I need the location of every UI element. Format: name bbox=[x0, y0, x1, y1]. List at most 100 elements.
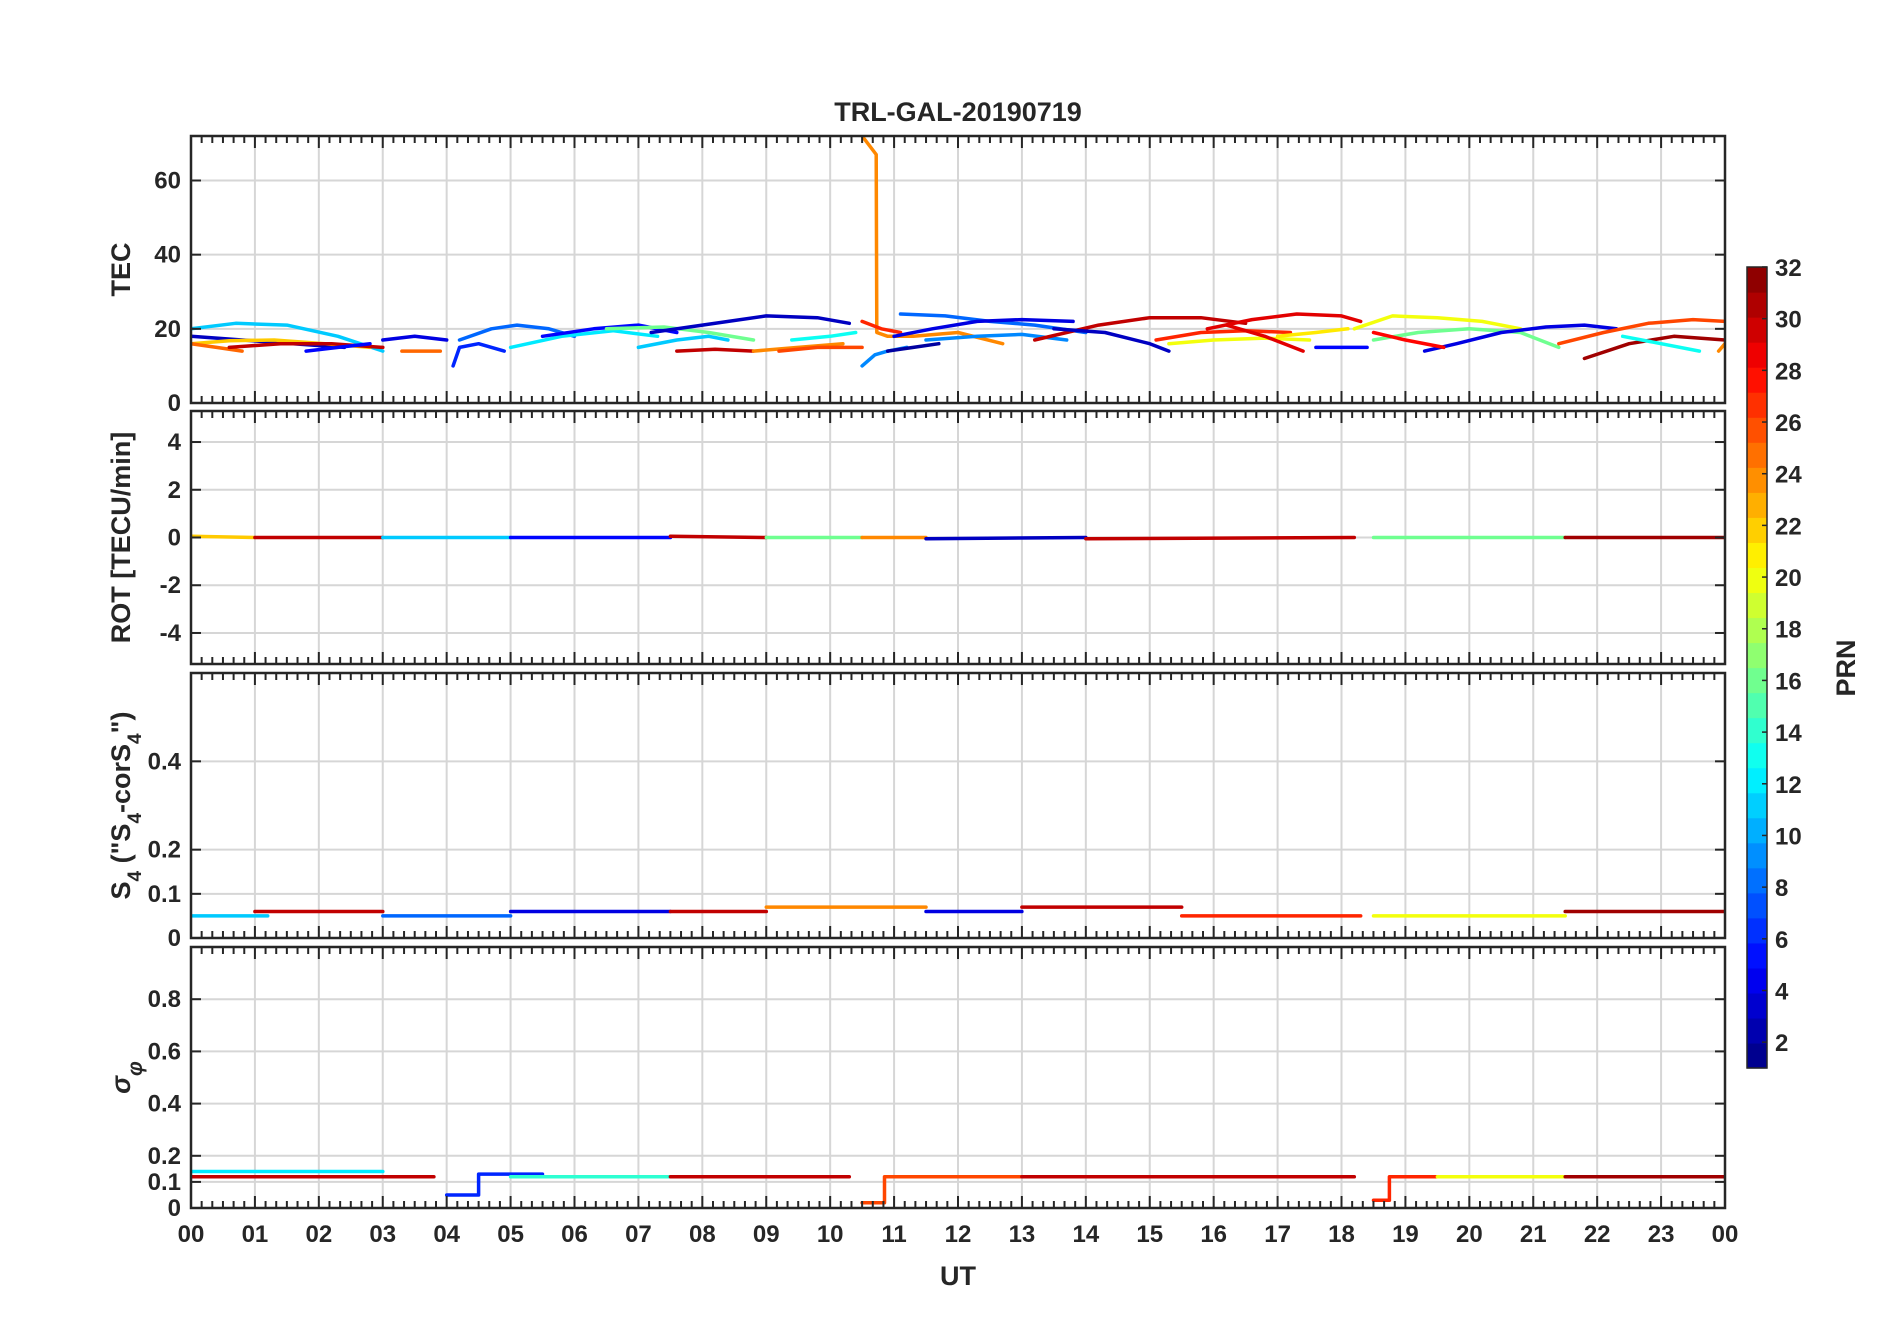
colorbar-segment bbox=[1747, 442, 1767, 468]
series-line-prn-6 bbox=[451, 341, 506, 368]
series-line-prn-27 bbox=[1371, 1174, 1440, 1202]
x-tick-label: 00 bbox=[178, 1221, 205, 1248]
y-tick-label: 60 bbox=[154, 168, 181, 195]
panel-sigma-series bbox=[191, 1169, 1725, 1205]
series-line-prn-30 bbox=[1084, 535, 1357, 541]
colorbar-segment bbox=[1747, 642, 1767, 669]
colorbar-segment bbox=[1747, 942, 1767, 969]
panel-tec: 0 20 40 60 TEC bbox=[106, 134, 1727, 417]
colorbar-segment bbox=[1747, 342, 1767, 368]
colorbar-segment bbox=[1747, 492, 1767, 518]
x-tick-label: 05 bbox=[497, 1221, 524, 1248]
colorbar-segment bbox=[1747, 592, 1767, 619]
y-tick-label: 0.6 bbox=[148, 1038, 181, 1065]
series-line-prn-5 bbox=[304, 341, 372, 353]
colorbar-segment bbox=[1747, 767, 1767, 794]
y-tick-label: -4 bbox=[160, 620, 182, 647]
colorbar-segment bbox=[1747, 392, 1767, 418]
y-tick-label: 2 bbox=[168, 477, 181, 504]
colorbar-tick-label: 18 bbox=[1775, 617, 1802, 644]
series-line-prn-12 bbox=[508, 328, 660, 350]
x-tick-label: 15 bbox=[1136, 1221, 1163, 1248]
y-axis-label-s4: S4 ("S4-corS4") bbox=[106, 712, 146, 900]
x-tick-label: 11 bbox=[881, 1221, 906, 1248]
colorbar-label: PRN bbox=[1831, 639, 1861, 696]
series-line-prn-20 bbox=[1167, 336, 1312, 346]
colorbar-tick-label: 28 bbox=[1775, 358, 1802, 385]
colorbar-segment bbox=[1747, 617, 1767, 644]
y-axis-label-tec: TEC bbox=[106, 243, 136, 297]
colorbar-tick-label: 12 bbox=[1775, 772, 1802, 799]
series-line-prn-26 bbox=[1557, 317, 1725, 346]
x-tick-label: 02 bbox=[305, 1221, 332, 1248]
series-line-prn-3 bbox=[924, 535, 1088, 541]
series-line-prn-2 bbox=[885, 341, 941, 353]
series-line-prn-4 bbox=[381, 334, 449, 342]
x-tick-label: 21 bbox=[1520, 1221, 1547, 1248]
y-tick-label: 40 bbox=[154, 242, 181, 269]
y-tick-label: 0.1 bbox=[148, 1169, 181, 1196]
colorbar-tick-label: 30 bbox=[1775, 307, 1802, 334]
colorbar-tick-label: 32 bbox=[1775, 255, 1802, 282]
series-line-prn-13 bbox=[1620, 334, 1702, 353]
panel-rot: -4 -2 0 2 4 ROT [TECU/min] bbox=[106, 409, 1727, 666]
series-line-prn-3 bbox=[649, 314, 852, 335]
x-tick-label: 19 bbox=[1392, 1221, 1419, 1248]
x-axis: 00 01 02 03 04 05 06 07 08 09 10 11 12 13 14 15 16 17 18 19… bbox=[178, 1221, 1739, 1248]
colorbar-segment bbox=[1747, 867, 1767, 894]
colorbar-segment bbox=[1747, 317, 1767, 343]
panel-s4-series bbox=[191, 905, 1725, 918]
series-line-prn-16 bbox=[604, 325, 756, 342]
series-line-prn-4 bbox=[1422, 323, 1619, 353]
y-tick-label: -2 bbox=[160, 572, 181, 599]
panel-tec-frame bbox=[189, 134, 1727, 405]
y-tick-label: 0.2 bbox=[148, 837, 181, 864]
colorbar-tick-label: 22 bbox=[1775, 513, 1802, 540]
series-line-prn-24 bbox=[860, 136, 1005, 346]
colorbar-segment bbox=[1747, 1042, 1767, 1069]
colorbar-tick-label: 14 bbox=[1775, 720, 1802, 747]
colorbar-segment bbox=[1747, 367, 1767, 393]
colorbar-tick-label: 24 bbox=[1775, 462, 1802, 489]
colorbar-segment bbox=[1747, 692, 1767, 719]
series-line-prn-29 bbox=[1205, 312, 1363, 331]
series-line-prn-25 bbox=[191, 341, 244, 353]
colorbar-tick-label: 20 bbox=[1775, 565, 1802, 592]
series-line-prn-30 bbox=[675, 347, 756, 353]
colorbar-tick-label: 6 bbox=[1775, 927, 1788, 954]
colorbar-segment bbox=[1747, 1017, 1767, 1044]
colorbar-segment bbox=[1747, 967, 1767, 994]
series-line-prn-11 bbox=[191, 321, 385, 353]
y-tick-label: 0.8 bbox=[148, 986, 181, 1013]
y-tick-label: 20 bbox=[154, 316, 181, 343]
x-tick-label: 17 bbox=[1264, 1221, 1291, 1248]
colorbar-segment bbox=[1747, 742, 1767, 769]
series-line-prn-20 bbox=[1352, 314, 1523, 331]
panel-sigma: 00.10.2 0.4 0.6 0.8 σφ bbox=[106, 945, 1727, 1222]
series-line-prn-30 bbox=[668, 534, 769, 540]
x-tick-label: 07 bbox=[625, 1221, 652, 1248]
y-tick-label: 0.1 bbox=[148, 881, 181, 908]
panel-rot-frame bbox=[189, 409, 1727, 666]
colorbar-segment bbox=[1747, 267, 1767, 293]
x-tick-label: 00 bbox=[1712, 1221, 1739, 1248]
x-tick-label: 01 bbox=[242, 1221, 269, 1248]
series-line-prn-22 bbox=[191, 534, 257, 540]
panel-sigma-frame bbox=[189, 945, 1727, 1210]
colorbar-segment bbox=[1747, 292, 1767, 318]
colorbar-tick-label: 2 bbox=[1775, 1030, 1788, 1057]
series-line-prn-16 bbox=[1371, 327, 1561, 350]
colorbar-tick-label: 4 bbox=[1775, 978, 1789, 1005]
colorbar-segment bbox=[1747, 542, 1767, 568]
colorbar-segment bbox=[1747, 467, 1767, 493]
colorbar-segment bbox=[1747, 842, 1767, 869]
colorbar-segment bbox=[1747, 892, 1767, 919]
series-line-prn-26 bbox=[777, 345, 864, 353]
colorbar-tick-label: 26 bbox=[1775, 410, 1802, 437]
series-line-prn-31 bbox=[1582, 334, 1725, 361]
y-tick-label: 4 bbox=[168, 429, 182, 456]
series-line-prn-13 bbox=[790, 330, 858, 342]
y-tick-label: 0 bbox=[168, 525, 181, 552]
colorbar-segment bbox=[1747, 917, 1767, 944]
